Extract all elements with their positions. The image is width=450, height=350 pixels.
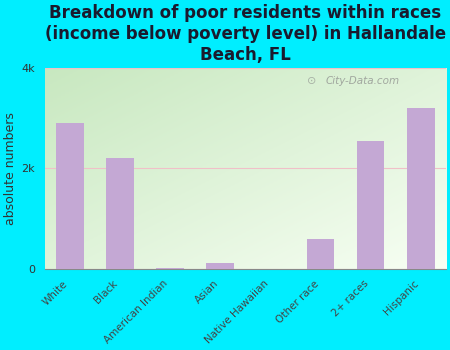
- Y-axis label: absolute numbers: absolute numbers: [4, 112, 17, 225]
- Bar: [207, 263, 234, 269]
- Bar: [156, 268, 184, 269]
- Text: City-Data.com: City-Data.com: [325, 76, 400, 86]
- Text: ⊙: ⊙: [307, 76, 317, 86]
- Bar: [56, 123, 84, 269]
- Bar: [357, 141, 384, 269]
- Bar: [307, 239, 334, 269]
- Title: Breakdown of poor residents within races
(income below poverty level) in Halland: Breakdown of poor residents within races…: [45, 4, 446, 64]
- Bar: [106, 159, 134, 269]
- Bar: [407, 108, 435, 269]
